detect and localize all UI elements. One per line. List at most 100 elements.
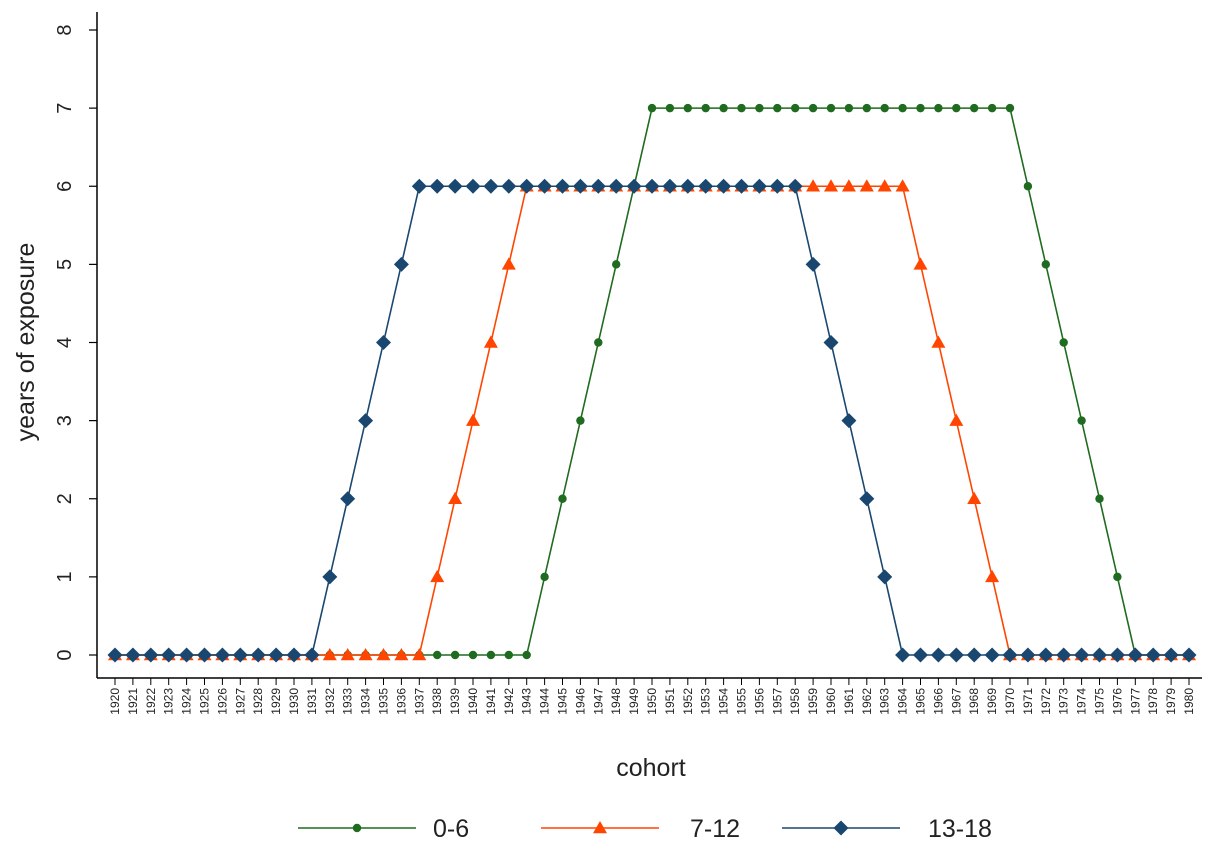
data-point	[877, 179, 892, 192]
data-point	[450, 650, 460, 660]
data-point	[916, 103, 925, 113]
data-point	[376, 648, 391, 661]
data-point	[644, 178, 660, 194]
data-point	[734, 178, 749, 194]
data-point	[859, 179, 874, 192]
data-point	[824, 179, 838, 192]
data-point	[612, 260, 621, 269]
x-tick-label: 1934	[359, 688, 373, 715]
data-point	[430, 569, 445, 583]
x-tick-label: 1955	[735, 688, 749, 715]
data-point	[931, 335, 946, 348]
data-point	[823, 335, 839, 350]
legend-item-7-12: 7-12	[541, 815, 740, 843]
data-point	[662, 178, 678, 194]
data-point	[1020, 647, 1036, 663]
data-point	[179, 647, 195, 663]
data-point	[447, 178, 463, 194]
data-point	[841, 179, 856, 192]
y-axis-label: years of exposure	[12, 243, 40, 442]
x-tick-label: 1966	[931, 688, 945, 715]
x-tick-label: 1956	[752, 688, 766, 715]
y-tick-label: 4	[54, 337, 76, 348]
x-tick-label: 1942	[502, 688, 516, 715]
data-point	[877, 569, 893, 585]
x-tick-label: 1952	[681, 688, 695, 715]
x-tick-label: 1946	[573, 688, 587, 715]
legend-item-0-6: 0-6	[298, 815, 469, 843]
data-point	[394, 648, 409, 661]
y-tick-label: 8	[54, 24, 76, 35]
data-point	[880, 103, 889, 113]
x-tick-label: 1951	[663, 688, 677, 715]
data-point	[987, 103, 997, 113]
x-tick-label: 1932	[323, 688, 337, 715]
data-point	[859, 491, 875, 507]
x-tick-label: 1943	[520, 688, 534, 715]
x-tick-label: 1964	[896, 688, 910, 715]
data-point	[376, 335, 391, 350]
data-point	[322, 648, 337, 661]
x-tick-label: 1972	[1039, 688, 1053, 715]
x-tick-label: 1947	[591, 688, 605, 715]
data-point	[808, 103, 818, 113]
data-point	[608, 178, 624, 194]
data-point	[143, 647, 159, 663]
y-tick-label: 6	[54, 181, 76, 192]
x-tick-label: 1970	[1003, 688, 1017, 715]
x-tick-label: 1958	[788, 688, 802, 715]
data-point	[322, 569, 338, 585]
x-tick-label: 1923	[162, 688, 176, 715]
series-13-18	[107, 178, 1197, 663]
data-point	[1005, 103, 1015, 113]
data-point	[826, 103, 836, 113]
data-point	[197, 647, 212, 663]
x-tick-label: 1944	[538, 688, 552, 715]
x-tick-label: 1967	[949, 688, 963, 715]
y-tick-label: 5	[54, 259, 76, 270]
legend-label: 7-12	[690, 815, 740, 843]
series-line-13-18	[115, 185, 1189, 656]
data-point	[522, 650, 531, 660]
data-point	[590, 178, 606, 194]
x-tick-label: 1969	[985, 688, 999, 715]
data-point	[304, 647, 320, 663]
data-point	[952, 103, 961, 113]
x-tick-label: 1976	[1110, 688, 1124, 715]
data-point	[268, 647, 284, 663]
x-tick-label: 1953	[699, 688, 713, 715]
x-tick-label: 1940	[466, 688, 480, 715]
data-point	[844, 103, 854, 113]
data-point	[468, 650, 478, 660]
x-tick-label: 1973	[1057, 688, 1071, 715]
x-tick-label: 1927	[233, 688, 247, 715]
x-tick-label: 1950	[645, 688, 659, 715]
data-point	[340, 648, 355, 661]
x-tick-label: 1979	[1164, 688, 1178, 715]
data-point	[755, 103, 764, 113]
data-point	[433, 650, 442, 660]
x-tick-label: 1921	[126, 688, 140, 715]
data-point	[358, 648, 373, 661]
x-tick-label: 1961	[842, 688, 856, 715]
x-tick-label: 1974	[1075, 688, 1089, 715]
data-point	[483, 178, 499, 194]
data-point	[411, 178, 427, 194]
x-tick-label: 1945	[556, 688, 570, 715]
data-point	[393, 256, 409, 272]
data-point	[429, 178, 445, 194]
legend: 0-6 7-12 13-18	[298, 815, 992, 843]
data-point	[895, 647, 911, 663]
data-point	[519, 178, 535, 194]
data-point	[1181, 647, 1197, 663]
x-tick-label: 1959	[806, 688, 820, 715]
data-point	[486, 650, 496, 660]
series-7-12	[108, 179, 1196, 661]
x-tick-label: 1978	[1146, 688, 1160, 715]
y-tick-label: 1	[54, 571, 76, 582]
x-tick-label: 1948	[609, 688, 623, 715]
data-point	[232, 647, 248, 663]
data-point	[1113, 572, 1122, 582]
x-tick-label: 1968	[967, 688, 981, 715]
